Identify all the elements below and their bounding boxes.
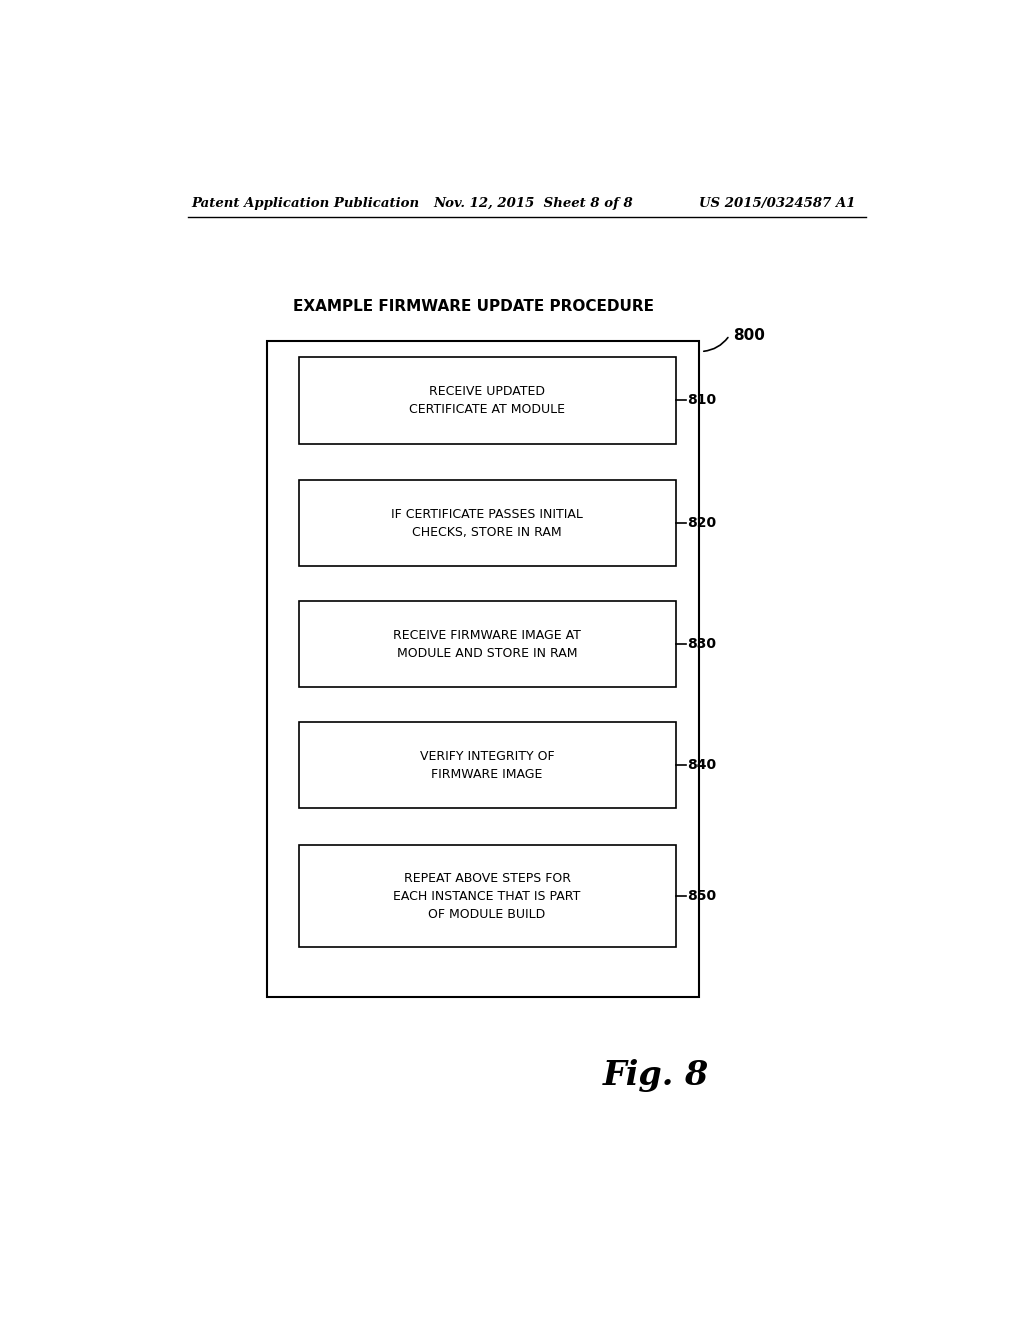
- Text: IF CERTIFICATE PASSES INITIAL: IF CERTIFICATE PASSES INITIAL: [391, 508, 583, 520]
- Text: 850: 850: [687, 890, 717, 903]
- Text: 830: 830: [687, 638, 717, 651]
- Bar: [299, 846, 676, 948]
- Bar: [299, 480, 676, 566]
- Text: 820: 820: [687, 516, 717, 531]
- Text: Patent Application Publication: Patent Application Publication: [191, 197, 420, 210]
- Bar: [299, 601, 676, 688]
- Text: Nov. 12, 2015  Sheet 8 of 8: Nov. 12, 2015 Sheet 8 of 8: [433, 197, 633, 210]
- Bar: [299, 722, 676, 808]
- Text: EXAMPLE FIRMWARE UPDATE PROCEDURE: EXAMPLE FIRMWARE UPDATE PROCEDURE: [293, 300, 653, 314]
- Text: US 2015/0324587 A1: US 2015/0324587 A1: [699, 197, 856, 210]
- Text: 840: 840: [687, 758, 717, 772]
- Text: REPEAT ABOVE STEPS FOR: REPEAT ABOVE STEPS FOR: [403, 871, 570, 884]
- Text: 800: 800: [733, 327, 765, 343]
- Bar: [299, 358, 676, 444]
- Text: CHECKS, STORE IN RAM: CHECKS, STORE IN RAM: [413, 525, 562, 539]
- Text: EACH INSTANCE THAT IS PART: EACH INSTANCE THAT IS PART: [393, 890, 581, 903]
- Text: 810: 810: [687, 393, 717, 408]
- Bar: [267, 342, 699, 997]
- Text: RECEIVE FIRMWARE IMAGE AT: RECEIVE FIRMWARE IMAGE AT: [393, 628, 581, 642]
- Text: MODULE AND STORE IN RAM: MODULE AND STORE IN RAM: [397, 647, 578, 660]
- Text: Fig. 8: Fig. 8: [602, 1059, 709, 1092]
- Text: VERIFY INTEGRITY OF: VERIFY INTEGRITY OF: [420, 750, 554, 763]
- Text: OF MODULE BUILD: OF MODULE BUILD: [428, 908, 546, 921]
- Text: RECEIVE UPDATED: RECEIVE UPDATED: [429, 384, 545, 397]
- Text: FIRMWARE IMAGE: FIRMWARE IMAGE: [431, 768, 543, 781]
- Text: CERTIFICATE AT MODULE: CERTIFICATE AT MODULE: [410, 403, 565, 416]
